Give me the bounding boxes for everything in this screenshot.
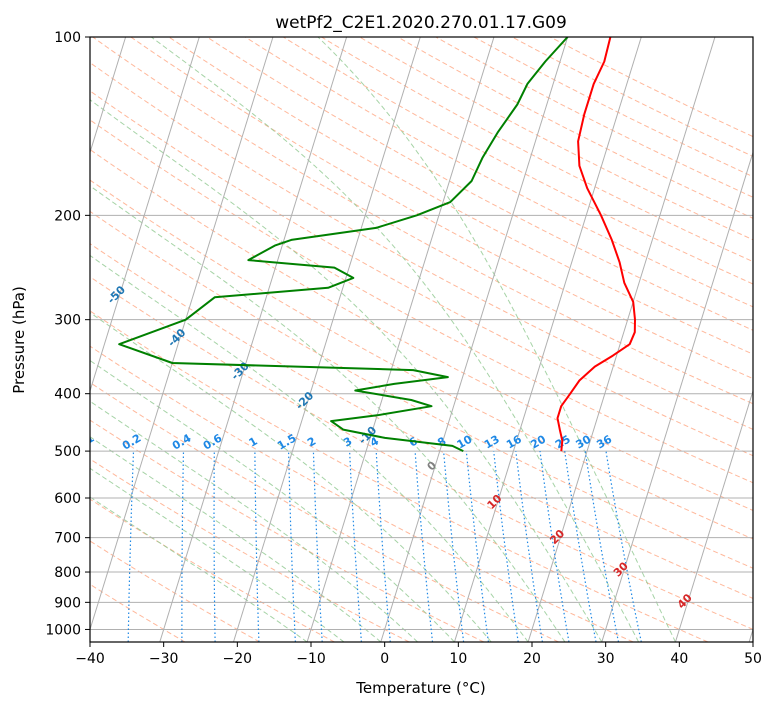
moist-adiabat	[90, 254, 529, 642]
isotherm-gridline	[159, 37, 348, 642]
mixing-ratio-line	[515, 451, 543, 642]
mixing-ratio-line	[605, 451, 642, 642]
y-tick-label: 600	[54, 491, 81, 507]
y-tick-label: 700	[54, 531, 81, 547]
isotherm-gridline	[453, 37, 642, 642]
dry-adiabat	[244, 37, 753, 308]
dry-adiabat	[90, 243, 753, 599]
mixing-ratio-line	[539, 451, 570, 642]
dry-adiabat	[130, 37, 753, 380]
y-tick-label: 100	[54, 30, 81, 46]
dry-adiabat	[168, 37, 753, 355]
dry-adiabat	[90, 381, 559, 642]
dry-adiabat	[90, 276, 753, 630]
moist-adiabat	[90, 185, 566, 642]
isotherm-gridline	[674, 389, 753, 642]
y-tick-label: 900	[54, 595, 81, 611]
mixing-ratio-line	[465, 451, 489, 642]
x-tick-label: −40	[75, 651, 105, 667]
moist-adiabat	[90, 467, 345, 642]
mixing-ratio-line	[584, 451, 620, 642]
dry-adiabat	[90, 90, 753, 457]
y-tick-label: 400	[54, 387, 81, 403]
dry-adiabat	[90, 345, 634, 642]
mixing-ratio-line	[443, 451, 465, 642]
y-tick-label: 500	[54, 444, 81, 460]
dry-adiabat	[90, 62, 753, 430]
isotherm-gridline	[380, 37, 569, 642]
dry-adiabat	[90, 210, 753, 569]
moist-adiabat	[90, 99, 603, 642]
dry-adiabat	[90, 458, 410, 642]
x-tick-label: −30	[149, 651, 179, 667]
moist-adiabat	[90, 359, 455, 642]
x-tick-label: 0	[380, 651, 389, 667]
mixing-ratio-line	[493, 451, 519, 642]
plot-area: 0.10.20.40.611.52346810131620253036-100-…	[73, 37, 753, 642]
mixing-ratio-label: 0.1	[73, 432, 96, 453]
dry-adiabat	[283, 37, 753, 285]
y-tick-label: 1000	[45, 622, 81, 638]
dewpoint-profile-line	[118, 37, 569, 453]
x-tick-label: 30	[597, 651, 615, 667]
moist-adiabat	[317, 37, 676, 642]
chart-title: wetPf2_C2E1.2020.270.01.17.G09	[275, 13, 567, 33]
moist-adiabat	[90, 436, 382, 642]
dry-adiabat	[435, 37, 753, 198]
y-tick-label: 300	[54, 313, 81, 329]
moist-adiabat	[90, 312, 492, 642]
isotherm-gridline	[232, 37, 421, 642]
mixing-ratio-line	[375, 451, 391, 642]
mixing-ratio-line	[414, 451, 434, 642]
isotherm-gridline	[90, 37, 274, 632]
isotherm-gridline	[90, 37, 127, 155]
temperature-profile-line	[556, 37, 636, 452]
x-tick-label: 40	[670, 651, 688, 667]
dry-adiabat	[92, 37, 753, 405]
axes: −40 −30 −20 −10 0 10 20 30 40 50 100 200 300 400 500 60…	[45, 30, 762, 667]
x-axis-title: Temperature (°C)	[355, 679, 485, 697]
x-tick-label: 10	[449, 651, 467, 667]
x-tick-label: 50	[744, 651, 762, 667]
isotherm-gridline	[527, 37, 716, 642]
y-tick-label: 800	[54, 565, 81, 581]
isotherm-gridline	[306, 37, 495, 642]
x-tick-label: 20	[523, 651, 541, 667]
plot-frame	[89, 36, 754, 643]
x-tick-label: −10	[296, 651, 326, 667]
isotherm-gridline	[90, 37, 200, 393]
y-tick-label: 200	[54, 208, 81, 224]
y-axis-title: Pressure (hPa)	[10, 286, 28, 394]
isotherm-gridline	[601, 150, 753, 642]
plot-background	[90, 37, 753, 642]
dry-adiabat	[397, 37, 753, 219]
x-tick-label: −20	[223, 651, 253, 667]
